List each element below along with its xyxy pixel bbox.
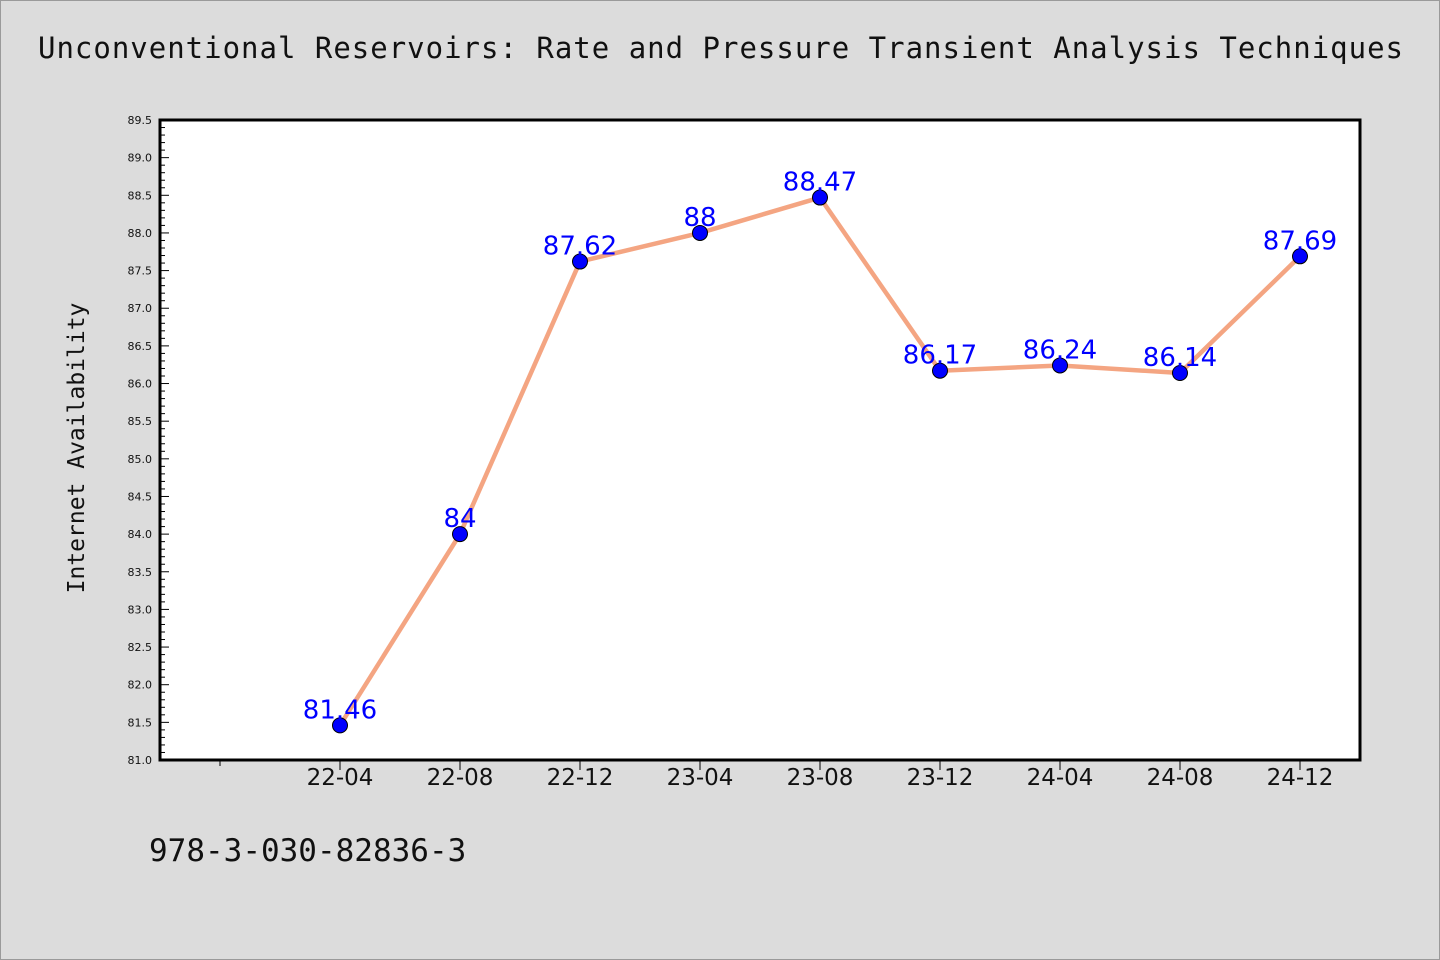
footer-code: 978-3-030-82836-3 — [149, 833, 467, 869]
data-point — [572, 253, 588, 270]
data-point — [692, 224, 708, 241]
data-point — [332, 717, 348, 734]
data-label: 87.69 — [1263, 226, 1337, 256]
y-tick-label: 83.0 — [128, 603, 153, 616]
x-tick-label: 22-08 — [427, 765, 494, 791]
data-point — [452, 526, 468, 543]
x-tick-label: 23-12 — [907, 765, 974, 791]
y-tick-label: 89.0 — [128, 152, 153, 165]
y-tick-label: 82.5 — [128, 641, 153, 654]
x-tick-label: 23-04 — [667, 765, 734, 791]
y-tick-label: 87.5 — [128, 265, 153, 278]
data-label: 88.47 — [783, 168, 857, 198]
y-tick-label: 84.0 — [128, 528, 153, 541]
data-label: 86.24 — [1023, 335, 1097, 365]
data-point — [1292, 248, 1308, 265]
y-tick-label: 81.5 — [128, 716, 153, 729]
chart-title: Unconventional Reservoirs: Rate and Pres… — [37, 31, 1404, 65]
data-label: 88 — [683, 203, 716, 233]
data-label: 84 — [443, 504, 476, 534]
y-axis-label: Internet Availability — [64, 303, 90, 594]
y-tick-label: 84.5 — [128, 490, 153, 503]
y-tick-label: 88.0 — [128, 227, 153, 240]
y-tick-label: 86.5 — [128, 340, 153, 353]
data-label: 87.62 — [543, 232, 617, 262]
data-label: 86.14 — [1143, 343, 1217, 373]
y-tick-label: 82.0 — [128, 679, 153, 692]
plot-border — [158, 118, 1362, 762]
data-point — [932, 362, 948, 379]
data-point — [812, 189, 828, 206]
y-tick-label: 81.0 — [128, 754, 153, 767]
y-tick-label: 88.5 — [128, 189, 153, 202]
x-tick-label: 24-12 — [1267, 765, 1334, 791]
y-tick-label: 89.5 — [128, 114, 153, 127]
data-point — [1052, 357, 1068, 374]
x-axis: 22-04 22-08 22-12 23-04 23-08 23-12 24-04 24-08… — [219, 760, 1334, 791]
x-tick-label: 24-04 — [1027, 765, 1094, 791]
data-point — [1172, 364, 1188, 381]
data-label: 81.46 — [303, 695, 377, 725]
y-tick-label: 87.0 — [128, 302, 153, 315]
x-tick-label: 24-08 — [1147, 765, 1214, 791]
y-tick-label: 85.0 — [128, 453, 153, 466]
y-tick-label: 86.0 — [128, 378, 153, 391]
data-label: 86.17 — [903, 341, 977, 371]
x-tick-label: 22-04 — [307, 765, 374, 791]
y-tick-label: 85.5 — [128, 415, 153, 428]
plot-area — [160, 120, 1360, 760]
x-tick-label: 23-08 — [787, 765, 854, 791]
x-tick-label: 22-12 — [547, 765, 614, 791]
y-tick-label: 83.5 — [128, 566, 153, 579]
series-group: 81.46 84 87.62 88 88.47 86.17 86.24 86.14 87.69 — [303, 168, 1337, 734]
